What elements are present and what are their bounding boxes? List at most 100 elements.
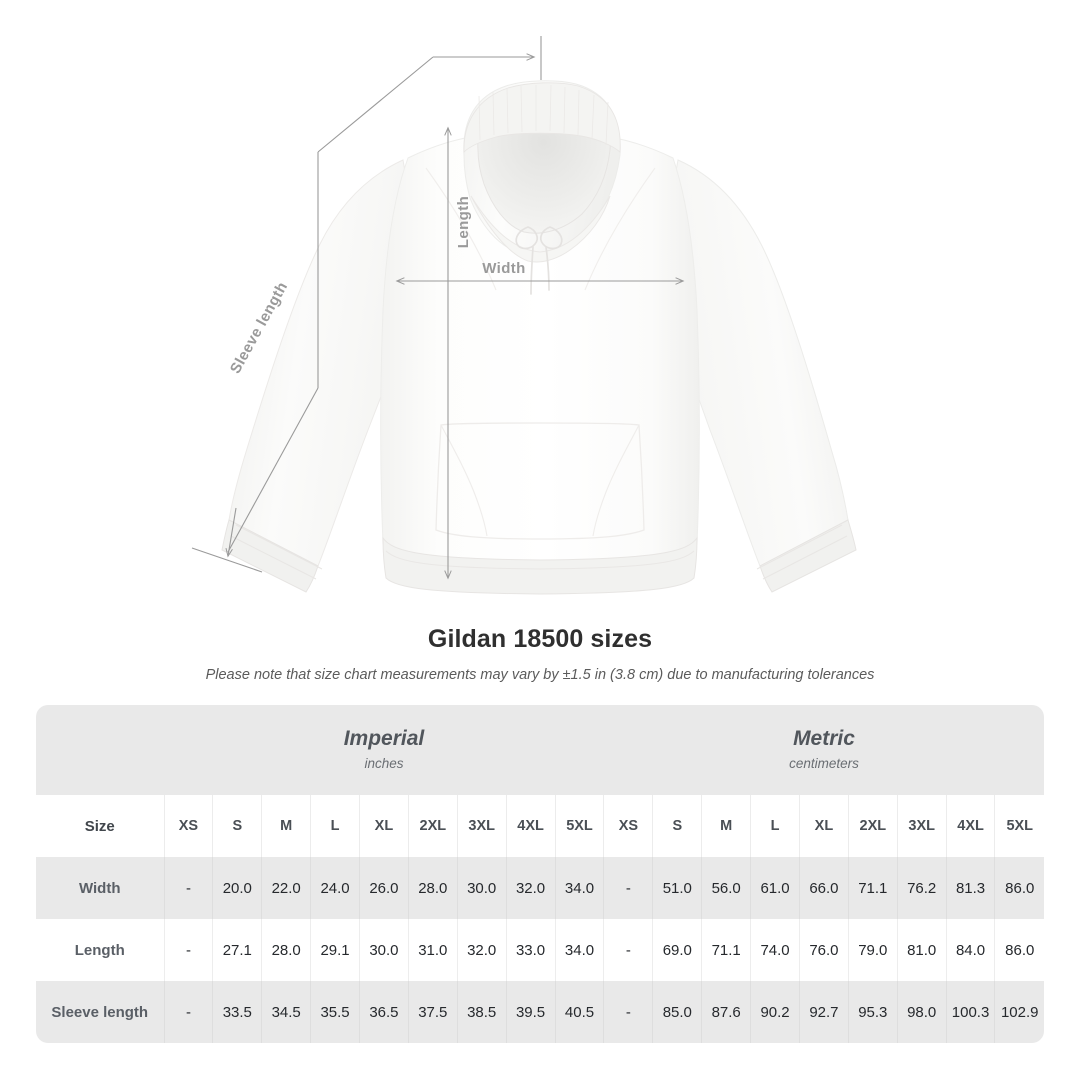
title-block: Gildan 18500 sizes Please note that size…	[0, 622, 1080, 685]
size-column-header-m: M	[261, 795, 311, 857]
cell-length-imperial-4xl: 33.0	[505, 919, 555, 981]
cell-length-metric-4xl: 84.0	[945, 919, 995, 981]
size-column-header-m: M	[701, 795, 751, 857]
hoodie-artwork	[221, 80, 857, 595]
cell-sleeve-length-imperial-s: 33.5	[212, 981, 262, 1043]
cell-width-metric-3xl: 76.2	[896, 857, 947, 919]
size-column-header-4xl: 4XL	[505, 795, 555, 857]
cell-width-imperial-3xl: 30.0	[456, 857, 507, 919]
cell-length-imperial-2xl: 31.0	[407, 919, 458, 981]
size-column-header-5xl: 5XL	[994, 795, 1044, 857]
cell-sleeve-length-metric-l: 90.2	[750, 981, 800, 1043]
unit-subtitle: centimeters	[789, 756, 859, 771]
size-header-label: Size	[36, 795, 164, 857]
cell-width-metric-s: 51.0	[652, 857, 702, 919]
row-label-sleeve-length: Sleeve length	[36, 981, 164, 1043]
size-column-header-xl: XL	[798, 795, 849, 857]
cell-sleeve-length-imperial-2xl: 37.5	[407, 981, 458, 1043]
unit-row-spacer	[36, 705, 164, 795]
cell-length-metric-m: 71.1	[701, 919, 751, 981]
bottom-hem	[382, 536, 698, 595]
table-row: Width -20.0 22.0 24.0 26.0 28.0 30.0 32.0 34.0-5…	[36, 857, 1044, 919]
table-row: Length -27.1 28.0 29.1 30.0 31.0 32.0 33.0 34.0-…	[36, 919, 1044, 981]
cell-sleeve-length-metric-3xl: 98.0	[896, 981, 947, 1043]
cell-width-imperial-l: 24.0	[310, 857, 360, 919]
cell-width-imperial-xl: 26.0	[359, 857, 409, 919]
cell-length-imperial-l: 29.1	[310, 919, 360, 981]
cell-length-metric-5xl: 86.0	[994, 919, 1044, 981]
tolerance-note: Please note that size chart measurements…	[205, 667, 875, 683]
size-column-header-5xl: 5XL	[554, 795, 604, 857]
unit-name: Metric	[793, 727, 855, 750]
size-column-header-2xl: 2XL	[847, 795, 898, 857]
cell-length-imperial-m: 28.0	[261, 919, 311, 981]
cell-length-imperial-3xl: 32.0	[456, 919, 507, 981]
drawstring	[515, 226, 563, 295]
size-column-header-4xl: 4XL	[945, 795, 995, 857]
cell-width-imperial-5xl: 34.0	[554, 857, 604, 919]
size-column-header-l: L	[310, 795, 360, 857]
cell-sleeve-length-metric-m: 87.6	[701, 981, 751, 1043]
size-header-row: Size XS S M L XL 2XL 3XL 4XL 5XL XS S M L XL 2XL 3XL 4XL 5…	[36, 795, 1044, 857]
size-column-header-xs: XS	[603, 795, 653, 857]
table-row: Sleeve length -33.5 34.5 35.5 36.5 37.5 38.5 39…	[36, 981, 1044, 1043]
cell-length-metric-3xl: 81.0	[896, 919, 947, 981]
cell-width-metric-m: 56.0	[701, 857, 751, 919]
cell-sleeve-length-metric-5xl: 102.9	[994, 981, 1044, 1043]
cell-width-metric-5xl: 86.0	[994, 857, 1044, 919]
hoodie-illustration: Length Width Sleeve length	[191, 36, 857, 595]
cell-sleeve-length-metric-xl: 92.7	[798, 981, 849, 1043]
cell-length-imperial-5xl: 34.0	[554, 919, 604, 981]
dimension-lines	[191, 36, 683, 578]
kangaroo-pocket	[435, 422, 645, 540]
size-column-header-2xl: 2XL	[407, 795, 458, 857]
size-column-header-l: L	[750, 795, 800, 857]
cell-sleeve-length-imperial-m: 34.5	[261, 981, 311, 1043]
cell-width-imperial-s: 20.0	[212, 857, 262, 919]
width-label: Width	[482, 260, 526, 277]
size-column-header-3xl: 3XL	[896, 795, 947, 857]
unit-subtitle: inches	[364, 756, 404, 771]
cell-sleeve-length-metric-4xl: 100.3	[945, 981, 995, 1043]
cell-length-imperial-xl: 30.0	[359, 919, 409, 981]
cell-width-imperial-xs: -	[163, 857, 213, 919]
cell-width-metric-l: 61.0	[750, 857, 800, 919]
cell-length-metric-2xl: 79.0	[847, 919, 898, 981]
page-title: Gildan 18500 sizes	[427, 625, 653, 653]
cell-width-metric-2xl: 71.1	[847, 857, 898, 919]
cell-width-imperial-4xl: 32.0	[505, 857, 555, 919]
cell-length-imperial-xs: -	[163, 919, 213, 981]
row-label-width: Width	[36, 857, 164, 919]
cell-sleeve-length-metric-s: 85.0	[652, 981, 702, 1043]
cell-length-metric-s: 69.0	[652, 919, 702, 981]
unit-header-imperial: Imperial inches	[164, 705, 604, 795]
size-chart-table-wrapper: Imperial inches Metric centimeters Size XS S M L…	[36, 705, 1044, 1043]
cell-sleeve-length-metric-2xl: 95.3	[847, 981, 898, 1043]
hood-edge	[463, 82, 621, 154]
cell-width-imperial-2xl: 28.0	[407, 857, 458, 919]
unit-name: Imperial	[343, 727, 425, 750]
cell-sleeve-length-imperial-3xl: 38.5	[456, 981, 507, 1043]
cell-sleeve-length-imperial-5xl: 40.5	[554, 981, 604, 1043]
cell-sleeve-length-metric-xs: -	[603, 981, 653, 1043]
cell-sleeve-length-imperial-xs: -	[163, 981, 213, 1043]
size-column-header-3xl: 3XL	[456, 795, 507, 857]
cell-length-imperial-s: 27.1	[212, 919, 262, 981]
size-column-header-xl: XL	[359, 795, 409, 857]
neckline	[470, 195, 611, 263]
unit-header-metric: Metric centimeters	[603, 705, 1044, 795]
cell-length-metric-xl: 76.0	[798, 919, 849, 981]
cell-width-metric-4xl: 81.3	[945, 857, 995, 919]
cell-sleeve-length-imperial-l: 35.5	[310, 981, 360, 1043]
length-label: Length	[455, 196, 472, 248]
cell-width-metric-xl: 66.0	[798, 857, 849, 919]
size-chart-table: Imperial inches Metric centimeters Size XS S M L…	[36, 705, 1044, 1043]
row-label-length: Length	[36, 919, 164, 981]
size-column-header-s: S	[652, 795, 702, 857]
cell-sleeve-length-imperial-4xl: 39.5	[505, 981, 555, 1043]
cell-width-metric-xs: -	[603, 857, 653, 919]
cell-length-metric-xs: -	[603, 919, 653, 981]
unit-header-row: Imperial inches Metric centimeters	[36, 705, 1044, 795]
cell-width-imperial-m: 22.0	[261, 857, 311, 919]
cell-sleeve-length-imperial-xl: 36.5	[359, 981, 409, 1043]
